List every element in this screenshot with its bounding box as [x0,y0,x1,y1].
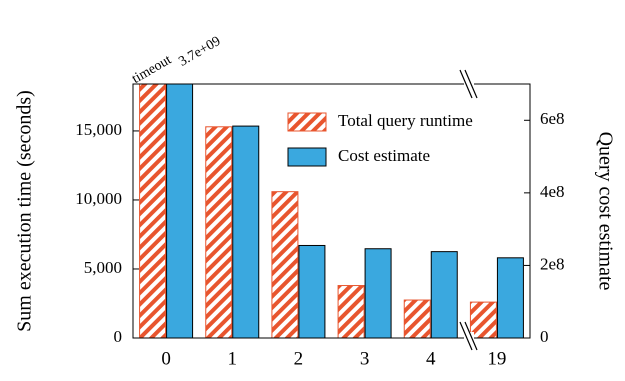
bar [166,84,194,338]
bar [271,191,299,338]
plot-frame [132,83,531,339]
bar [469,301,497,338]
legend-label: Cost estimate [338,146,430,165]
y-tick-label: 15,000 [75,120,122,139]
bar [496,257,524,338]
y-tick-label: 5,000 [84,258,122,277]
annotation: timeout [130,53,175,87]
legend-label: Total query runtime [338,111,473,130]
x-tick-label: 3 [360,348,370,369]
bar [403,299,431,338]
x-tick-label: 19 [487,348,506,369]
y2-axis-label: Query cost estimate [594,132,616,291]
y-axis-label: Sum execution time (seconds) [14,90,36,332]
x-tick-label: 4 [426,348,436,369]
bar [364,248,392,338]
bar [139,84,167,338]
annotation: 3.7e+09 [176,34,223,70]
bars [139,84,524,338]
bar [205,126,233,338]
y2-tick-label: 0 [540,327,549,346]
y2-tick-label: 6e8 [540,109,565,128]
x-tick-label: 0 [161,348,171,369]
x-tick-label: 1 [228,348,238,369]
legend-swatch [287,147,327,167]
bar [337,285,365,338]
y2-tick-label: 4e8 [540,182,565,201]
bar [232,125,260,338]
y2-tick-label: 2e8 [540,254,565,273]
y-tick-label: 10,000 [75,189,122,208]
x-tick-label: 2 [294,348,304,369]
axis-break [459,69,478,351]
bar [298,244,326,338]
y-tick-label: 0 [114,327,123,346]
bar [430,251,458,338]
legend-swatch [287,112,327,132]
